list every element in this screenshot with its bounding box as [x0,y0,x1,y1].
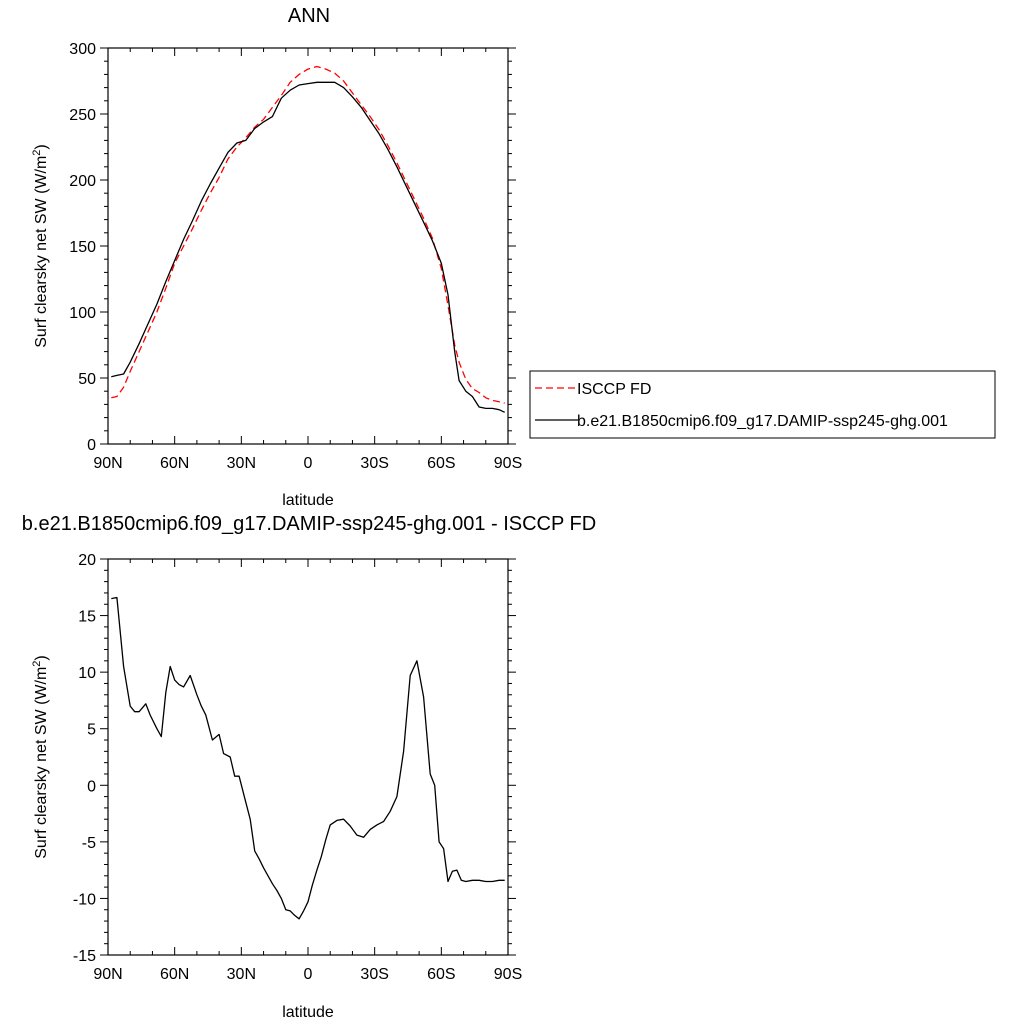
top-x-tick-label: 60N [160,455,189,472]
top-y-tick-label: 200 [69,173,96,190]
top-y-axis-label: Surf clearsky net SW (W/m2) [31,144,50,347]
bottom-y-tick-label: -5 [82,835,96,852]
legend: ISCCP FD b.e21.B1850cmip6.f09_g17.DAMIP-… [529,370,996,439]
bottom-y-tick-label: 15 [78,609,96,626]
bottom-plot-frame [107,558,509,956]
top-y-tick-label: 100 [69,305,96,322]
top-x-axis-label: latitude [282,492,334,509]
top-x-tick-label: 30S [360,455,388,472]
top-plot-frame [107,47,509,445]
bottom-x-tick-label: 60N [160,966,189,983]
top-plot-title: ANN [288,5,330,27]
bottom-y-tick-label: 0 [87,778,96,795]
top-y-tick-label: 0 [87,437,96,454]
top-plot-series [111,65,505,413]
bottom-x-tick-label: 60S [427,966,455,983]
bottom-y-tick-label: -10 [73,891,96,908]
bottom-plot-series [111,596,505,920]
difference-panel: b.e21.B1850cmip6.f09_g17.DAMIP-ssp245-gh… [22,513,596,1021]
bottom-x-tick-label: 30N [227,966,256,983]
bottom-plot-title: b.e21.B1850cmip6.f09_g17.DAMIP-ssp245-gh… [22,513,596,535]
legend-label-isccp: ISCCP FD [577,381,651,398]
bottom-x-tick-label: 90N [93,966,122,983]
top-y-tick-label: 150 [69,239,96,256]
top-series-line-1 [111,81,505,413]
top-y-tick-label: 250 [69,107,96,124]
bottom-y-tick-label: 5 [87,722,96,739]
bottom-axis-ticks: 90N 60N 30N 0 30S 60S 90S -15 -10 -5 0 5 10 15 20 [73,552,522,983]
top-series-line-0 [111,65,505,404]
bottom-y-tick-label: -15 [73,948,96,965]
top-y-tick-label: 50 [78,371,96,388]
top-x-tick-label: 90N [93,455,122,472]
bottom-y-axis-label: Surf clearsky net SW (W/m2) [31,655,50,858]
top-x-tick-label: 0 [304,455,313,472]
legend-label-model: b.e21.B1850cmip6.f09_g17.DAMIP-ssp245-gh… [577,413,948,430]
climatology-panel: ANN 90N 60N 30N 0 30S 60S 90S 0 50 100 150 200 250 30… [31,5,996,509]
top-y-tick-label: 300 [69,41,96,58]
bottom-x-axis-label: latitude [282,1004,334,1021]
legend-box [529,370,996,439]
bottom-series-line-0 [111,596,505,920]
bottom-x-tick-label: 0 [304,966,313,983]
bottom-x-tick-label: 90S [494,966,522,983]
top-x-tick-label: 60S [427,455,455,472]
bottom-y-tick-label: 20 [78,552,96,569]
bottom-y-tick-label: 10 [78,665,96,682]
top-axis-ticks: 90N 60N 30N 0 30S 60S 90S 0 50 100 150 200 250 300 [69,41,522,472]
bottom-x-tick-label: 30S [360,966,388,983]
top-x-tick-label: 30N [227,455,256,472]
top-x-tick-label: 90S [494,455,522,472]
